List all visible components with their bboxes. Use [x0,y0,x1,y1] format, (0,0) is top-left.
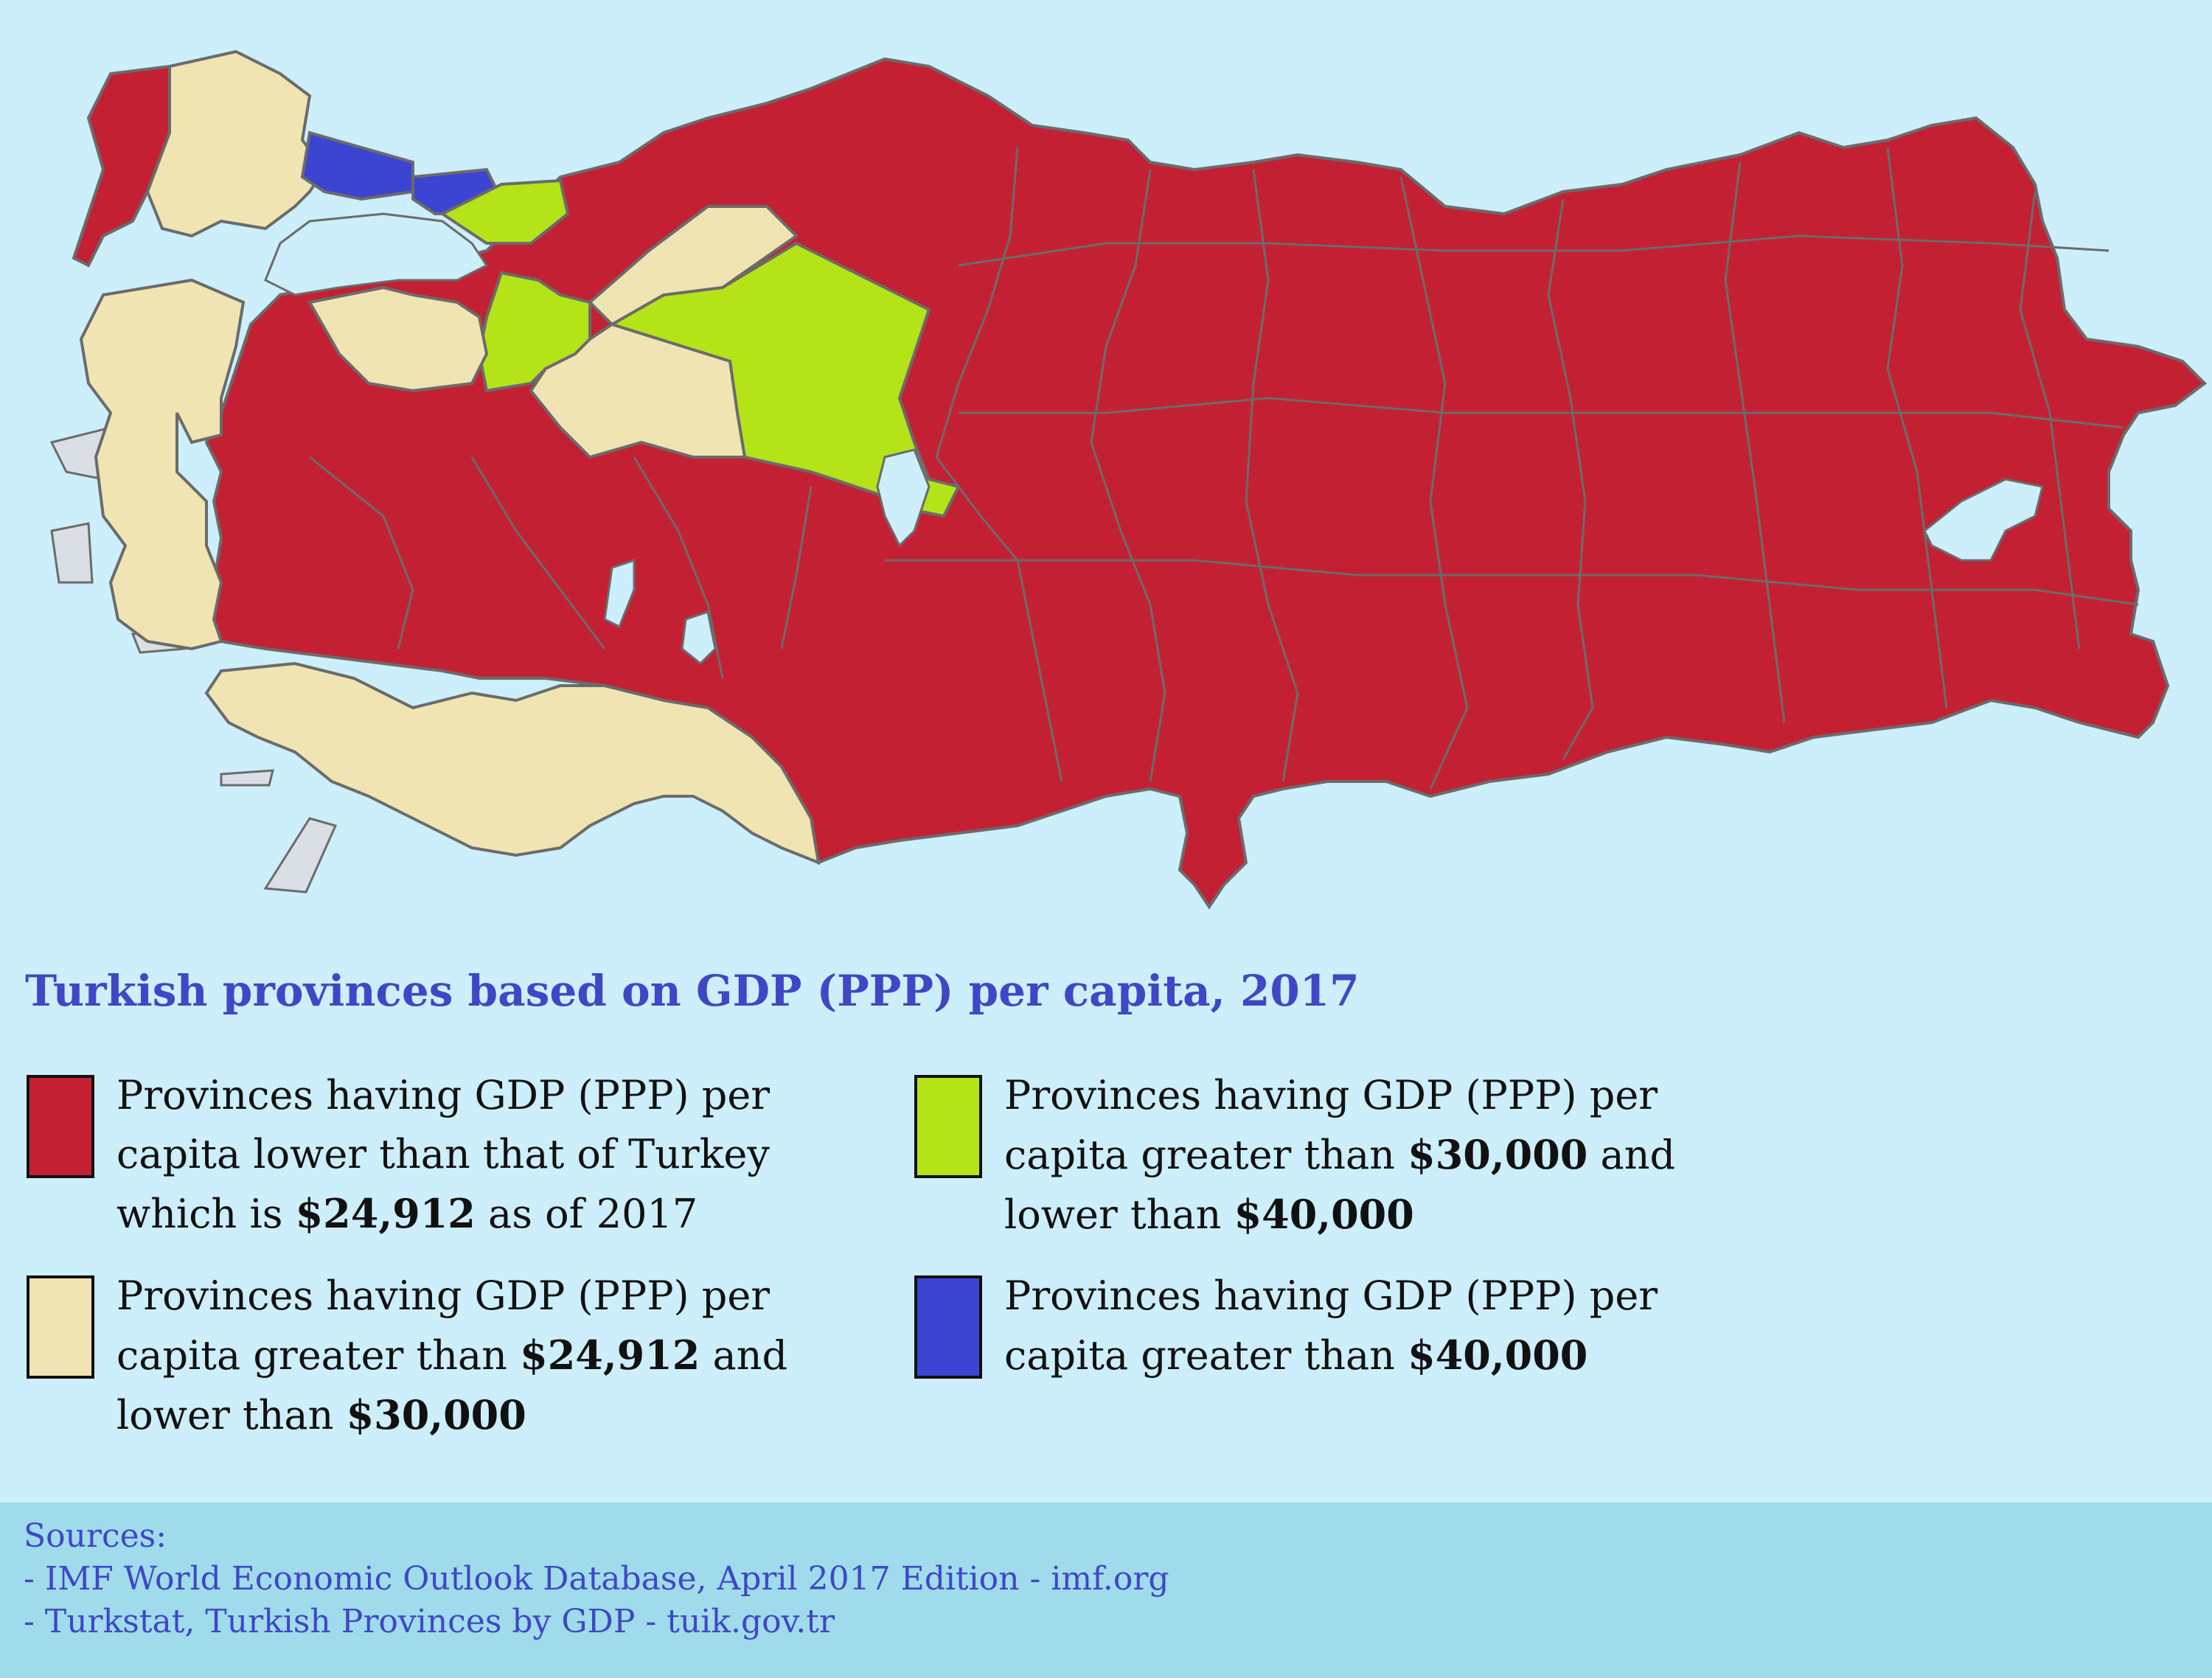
sakarya-region [439,178,570,245]
lake-egirdir [603,558,636,629]
island-kos [220,769,274,787]
legend-swatch-low [27,1075,94,1178]
legend-line: Provinces having GDP (PPP) per [1004,1267,1771,1326]
legend-line: Provinces having GDP (PPP) per [1004,1066,1771,1125]
legend-line: lower than $40,000 [1004,1185,1771,1244]
legend-value: $30,000 [346,1391,526,1438]
legend-text-segment: and [700,1332,788,1379]
legend-line: capita greater than $30,000 and [1004,1125,1771,1185]
lake-beysehir [681,610,717,666]
legend-line: Provinces having GDP (PPP) per [116,1267,883,1326]
legend-swatch-high [914,1075,982,1178]
legend-text-segment: lower than [116,1392,347,1438]
legend-text-segment: Provinces having GDP (PPP) per [1004,1273,1658,1319]
balikesir-region [307,285,489,393]
aegean-coast [79,278,246,651]
legend-text-segment: capita lower than that of Turkey [116,1131,770,1177]
legend-text-segment: capita greater than [1004,1332,1408,1379]
source-imf: - IMF World Economic Outlook Database, A… [24,1560,1169,1598]
legend-line: capita lower than that of Turkey [116,1125,883,1184]
island-rhodes [263,817,338,894]
legend-swatch-mid [27,1275,94,1379]
source-turkstat: - Turkstat, Turkish Provinces by GDP - t… [24,1603,835,1640]
legend-text-segment: Provinces having GDP (PPP) per [1004,1072,1658,1118]
legend-value: $40,000 [1234,1191,1414,1238]
legend-text-segment: which is [116,1191,296,1237]
thrace-central [145,49,327,238]
legend-value: $24,912 [295,1190,476,1237]
ankara-region [608,241,961,518]
lake-van [1923,478,2044,562]
istanbul-region [300,130,414,201]
legend-text-high: Provinces having GDP (PPP) per capita gre… [1004,1066,1771,1244]
lake-tuz [876,448,931,548]
legend-text-segment: and [1587,1132,1676,1178]
legend-line: capita greater than $24,912 and [116,1326,883,1385]
island-chios [50,522,94,584]
legend-text-low: Provinces having GDP (PPP) per capita low… [116,1066,883,1244]
legend-swatch-top [914,1275,982,1379]
legend-text-segment: lower than [1004,1191,1234,1238]
sources-heading: Sources: [24,1517,167,1555]
legend-line: lower than $30,000 [116,1385,883,1445]
legend-text-mid: Provinces having GDP (PPP) per capita gre… [116,1267,883,1445]
sources-panel: Sources: - IMF World Economic Outlook Da… [0,1503,2212,1678]
eskisehir-region [529,322,747,459]
map-title: Turkish provinces based on GDP (PPP) per… [25,966,1360,1016]
legend-text-segment: Provinces having GDP (PPP) per [116,1273,771,1319]
legend-value: $30,000 [1408,1131,1588,1178]
legend-line: which is $24,912 as of 2017 [116,1184,883,1244]
turkey-gdp-map [49,49,2208,910]
legend-line: Provinces having GDP (PPP) per [116,1066,883,1125]
bolu-region [588,205,799,327]
legend-text-top: Provinces having GDP (PPP) per capita gre… [1004,1267,1771,1385]
legend-text-segment: capita greater than [1004,1132,1408,1178]
legend-text-segment: capita greater than [116,1332,521,1379]
legend-value: $24,912 [520,1331,700,1379]
legend-text-segment: as of 2017 [475,1191,698,1237]
legend-value: $40,000 [1408,1331,1588,1379]
legend-line: capita greater than $40,000 [1004,1326,1771,1385]
antalya-mugla-coast [204,661,821,866]
legend-text-segment: Provinces having GDP (PPP) per [116,1072,771,1118]
sea-of-marmara [264,212,489,296]
province-borders [309,147,2139,790]
